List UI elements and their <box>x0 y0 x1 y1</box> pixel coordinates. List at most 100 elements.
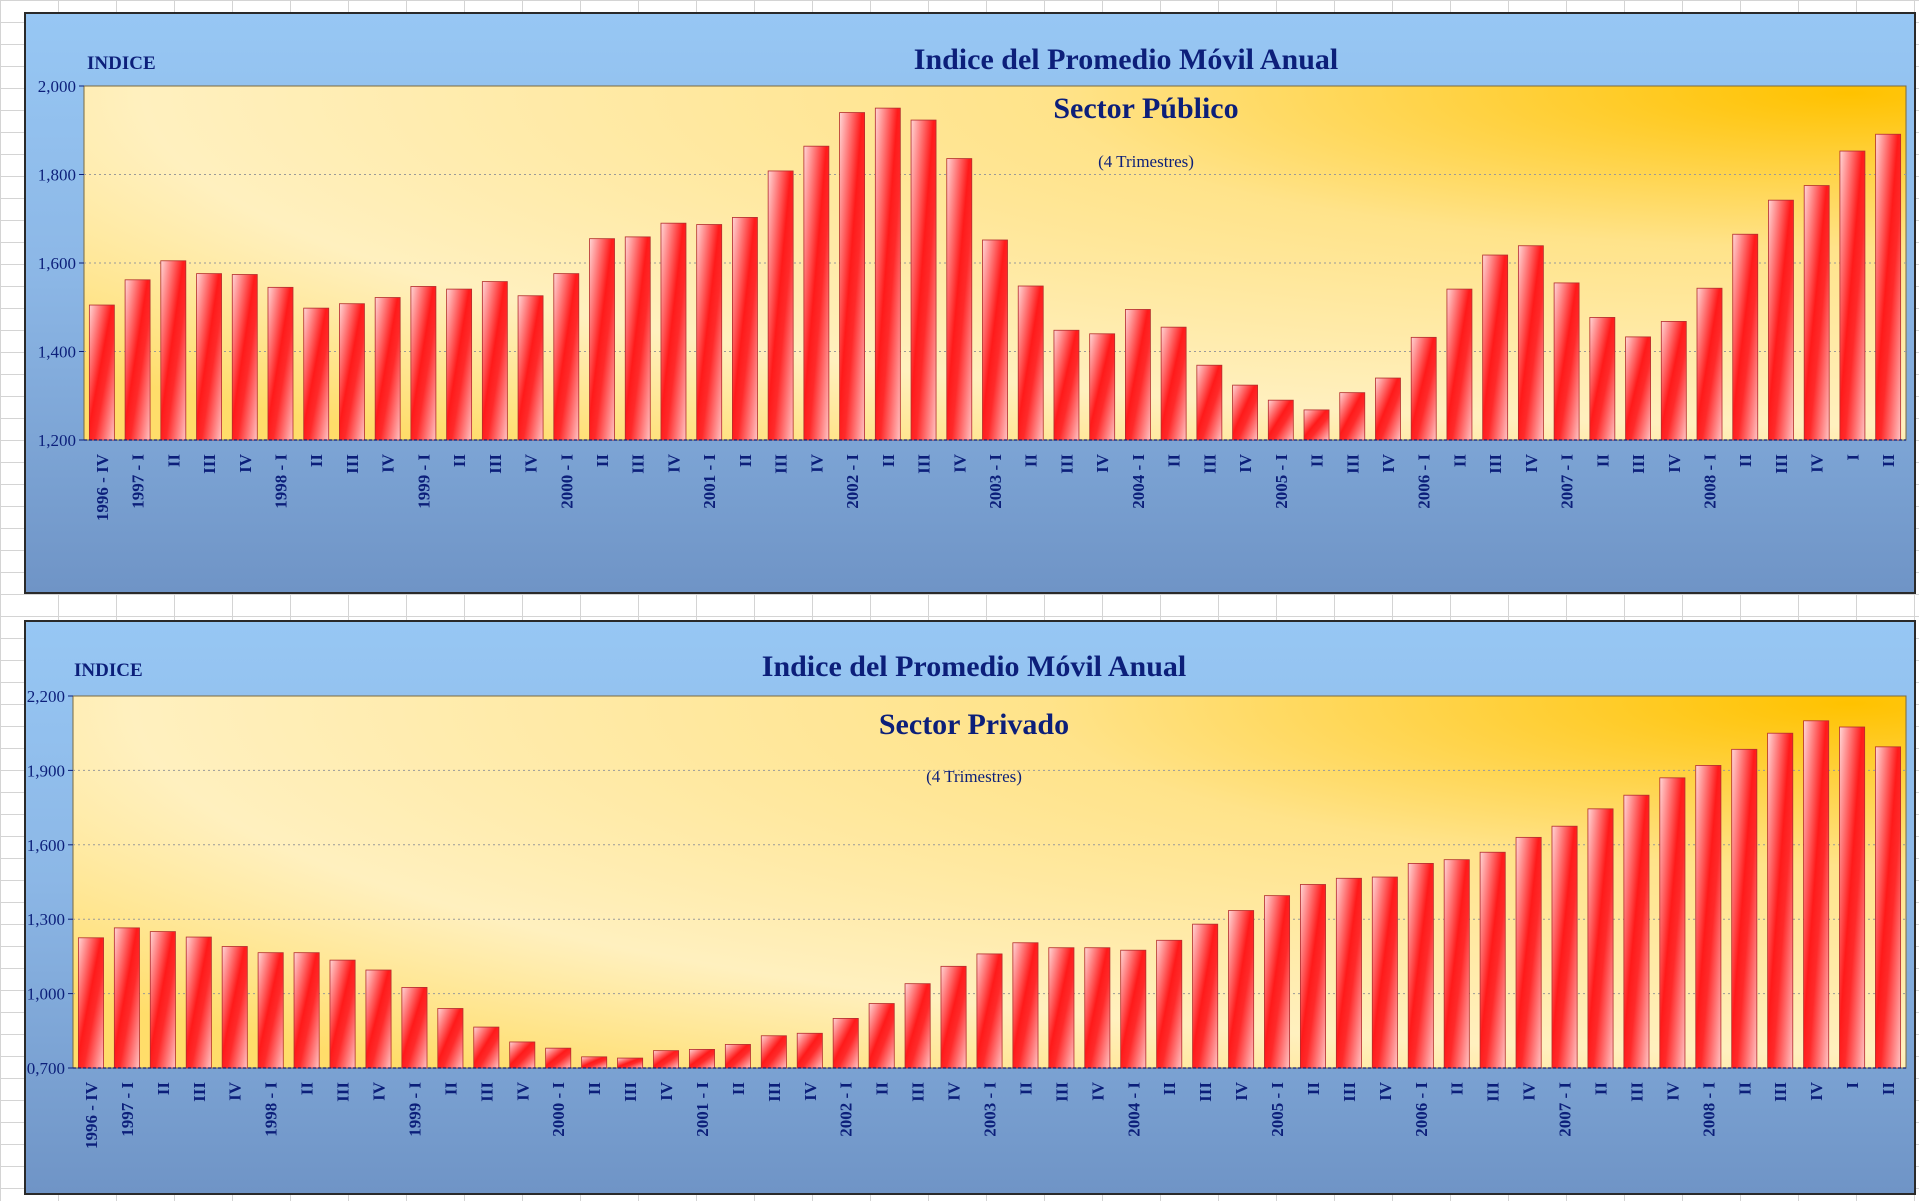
x-tick-label: II <box>873 1082 892 1096</box>
bar <box>149 931 176 1069</box>
bar <box>1089 333 1116 441</box>
bar <box>1482 254 1509 441</box>
bar <box>77 937 104 1069</box>
bar <box>1767 732 1794 1069</box>
x-tick-label: III <box>909 1082 928 1102</box>
bar <box>1839 726 1866 1069</box>
x-tick-label: I <box>1843 454 1862 461</box>
x-tick-label: IV <box>1665 453 1684 473</box>
bar <box>1407 862 1434 1069</box>
bar <box>732 217 758 441</box>
bar <box>231 274 258 441</box>
x-tick-label: IV <box>1236 453 1255 473</box>
bar <box>1875 746 1902 1069</box>
bar <box>88 304 115 441</box>
y-tick-label: 1,300 <box>27 910 65 929</box>
bar <box>1264 895 1291 1069</box>
x-tick-label: II <box>1448 1082 1467 1096</box>
x-tick-label: II <box>729 1082 748 1096</box>
bar <box>1267 399 1294 441</box>
chart-note: (4 Trimestres) <box>926 767 1022 786</box>
bar <box>185 936 212 1069</box>
bar <box>1553 282 1580 441</box>
x-tick-label: III <box>1196 1082 1215 1102</box>
bar <box>832 1017 859 1069</box>
chart-title: Indice del Promedio Móvil Anual <box>914 43 1338 76</box>
bar <box>1156 939 1183 1069</box>
bar <box>1803 720 1830 1069</box>
x-tick-label: IV <box>950 453 969 473</box>
x-tick-label: IV <box>1522 453 1541 473</box>
x-tick-label: III <box>772 454 791 474</box>
x-tick-label: II <box>1593 454 1612 468</box>
x-tick-label: IV <box>1807 1081 1826 1101</box>
x-tick-label: III <box>1340 1082 1359 1102</box>
bar <box>545 1047 572 1069</box>
bar <box>1625 336 1651 441</box>
bar <box>410 286 437 441</box>
x-tick-label: II <box>1165 454 1184 468</box>
bar <box>196 273 222 441</box>
x-tick-label: II <box>1735 1082 1754 1096</box>
bar <box>581 1056 608 1069</box>
bar <box>1012 942 1039 1069</box>
x-tick-label: 1997 - I <box>129 454 148 509</box>
bar <box>1660 321 1687 441</box>
bar <box>874 107 901 441</box>
bar <box>1339 392 1366 441</box>
x-tick-label: III <box>1772 454 1791 474</box>
x-tick-label: III <box>334 1082 353 1102</box>
x-tick-label: 1998 - I <box>271 454 290 509</box>
bar <box>1371 876 1398 1069</box>
bar <box>401 986 428 1069</box>
bar <box>1048 947 1075 1069</box>
bar <box>1160 326 1187 441</box>
x-tick-label: IV <box>236 453 255 473</box>
x-tick-label: III <box>200 454 219 474</box>
bar <box>976 953 1003 1069</box>
y-tick-label: 1,600 <box>27 836 65 855</box>
x-tick-label: II <box>1879 1082 1898 1096</box>
bar <box>868 1003 895 1069</box>
x-tick-label: II <box>1016 1082 1035 1096</box>
bar <box>839 112 866 441</box>
bar <box>1589 317 1616 441</box>
x-tick-label: 2004 - I <box>1124 1082 1143 1137</box>
bar <box>1839 150 1866 441</box>
x-tick-label: II <box>307 454 326 468</box>
x-tick-label: IV <box>1520 1081 1539 1101</box>
x-tick-label: III <box>629 454 648 474</box>
x-tick-label: 2000 - I <box>549 1082 568 1137</box>
x-tick-label: III <box>1771 1082 1790 1102</box>
bar <box>437 1008 464 1069</box>
bar <box>1335 877 1362 1069</box>
x-tick-label: III <box>765 1082 784 1102</box>
y-tick-label: 2,000 <box>38 77 76 96</box>
x-tick-label: II <box>154 1082 173 1096</box>
y-tick-label: 0,700 <box>27 1059 65 1078</box>
x-tick-label: IV <box>1088 1081 1107 1101</box>
bar <box>1517 245 1544 441</box>
bar <box>517 295 544 441</box>
x-tick-label: III <box>1486 454 1505 474</box>
bar <box>1124 309 1151 441</box>
x-tick-label: IV <box>1093 453 1112 473</box>
bar <box>1551 825 1578 1069</box>
bar <box>1232 384 1258 441</box>
x-tick-label: II <box>164 454 183 468</box>
bar <box>1120 949 1147 1069</box>
y-tick-label: 2,200 <box>27 687 65 706</box>
bar <box>796 1032 823 1069</box>
x-tick-label: IV <box>513 1081 532 1101</box>
bar <box>303 307 330 441</box>
x-tick-label: 2005 - I <box>1272 454 1291 509</box>
x-tick-label: IV <box>664 453 683 473</box>
x-tick-label: IV <box>657 1081 676 1101</box>
x-tick-label: 2006 - I <box>1415 454 1434 509</box>
bar <box>767 170 794 441</box>
bar <box>982 239 1008 441</box>
x-tick-label: III <box>1200 454 1219 474</box>
x-tick-label: II <box>1304 1082 1323 1096</box>
bar <box>221 946 248 1069</box>
y-axis-label: INDICE <box>74 660 143 681</box>
